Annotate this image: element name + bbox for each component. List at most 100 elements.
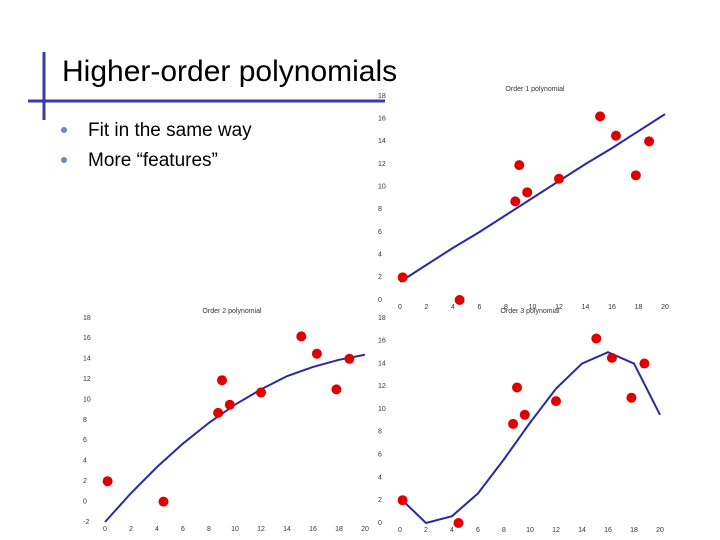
x-tick-label: 14 [582,304,590,311]
y-tick-label: -2 [83,519,89,526]
x-tick-label: 0 [398,304,402,311]
bullet: More “features” [88,150,218,171]
y-tick-label: 12 [378,161,386,168]
x-tick-label: 0 [398,527,402,534]
x-tick-label: 2 [129,526,133,533]
x-tick-label: 2 [424,527,428,534]
data-point [397,495,408,506]
y-tick-label: 2 [378,497,382,504]
data-point [610,130,621,141]
x-tick-label: 14 [578,527,586,534]
x-tick-label: 18 [335,526,343,533]
y-tick-label: 14 [378,138,386,145]
fit-curve [399,113,666,283]
data-point [519,409,530,420]
x-tick-label: 20 [656,527,664,534]
y-tick-label: 16 [378,116,386,123]
x-tick-label: 8 [502,527,506,534]
y-tick-label: 0 [83,498,87,505]
x-tick-label: 20 [661,304,669,311]
data-point [644,136,655,147]
y-tick-label: 2 [378,274,382,281]
y-tick-label: 8 [378,429,382,436]
data-point [522,187,533,198]
data-point [454,295,465,305]
slide-title: Higher-order polynomials [62,55,397,88]
data-point [551,396,561,407]
x-tick-label: 4 [155,526,159,533]
x-tick-label: 12 [257,526,265,533]
y-tick-label: 16 [378,338,386,345]
chart-title: Order 2 polynomial [202,308,262,315]
y-tick-label: 12 [83,376,91,383]
chart-title: Order 3 polynomial [500,308,560,315]
y-tick-label: 8 [378,206,382,213]
x-tick-label: 16 [608,304,616,311]
x-tick-label: 8 [207,526,211,533]
y-tick-label: 14 [378,360,386,367]
data-point [344,353,355,364]
bullet-dot [61,157,67,163]
data-point [217,375,227,386]
y-tick-label: 18 [83,315,91,322]
x-tick-label: 20 [361,526,369,533]
data-point [595,111,606,122]
data-point [626,392,637,403]
fit-curve [104,353,366,523]
y-tick-label: 8 [83,417,87,424]
x-tick-label: 14 [283,526,291,533]
x-tick-label: 8 [504,304,508,311]
data-point [591,333,602,344]
x-tick-label: 18 [630,527,638,534]
x-tick-label: 10 [231,526,239,533]
data-point [256,387,266,398]
x-tick-label: 16 [604,527,612,534]
y-tick-label: 10 [83,396,91,403]
x-tick-label: 6 [476,527,480,534]
data-point [514,160,525,171]
y-tick-label: 16 [83,335,91,342]
x-tick-label: 0 [103,526,107,533]
data-point [554,173,564,184]
y-tick-label: 6 [378,452,382,459]
data-point [331,384,342,395]
data-point [630,170,641,181]
data-point [397,272,408,283]
y-tick-label: 6 [378,229,382,236]
y-tick-label: 4 [83,458,87,465]
x-tick-label: 2 [425,304,429,311]
bullet: Fit in the same way [88,120,252,141]
data-point [224,399,235,410]
y-tick-label: 0 [378,520,382,527]
data-point [639,358,650,369]
bullet-dot [61,127,67,133]
x-tick-label: 18 [635,304,643,311]
x-tick-label: 10 [526,527,534,534]
x-tick-label: 4 [451,304,455,311]
y-tick-label: 18 [378,93,386,100]
chart-title: Order 1 polynomial [505,86,565,93]
data-point [453,518,464,528]
data-point [512,382,522,393]
data-point [510,196,521,207]
y-tick-label: 18 [378,315,386,322]
y-tick-label: 4 [378,474,382,481]
fit-curve [399,351,661,525]
y-tick-label: 2 [83,478,87,485]
x-tick-label: 6 [181,526,185,533]
y-tick-label: 14 [83,356,91,363]
y-tick-label: 0 [378,297,382,304]
data-point [102,476,113,487]
x-tick-label: 4 [450,527,454,534]
data-point [213,407,224,418]
y-tick-label: 4 [378,252,382,259]
data-point [606,352,617,363]
x-tick-label: 12 [552,527,560,534]
data-point [311,348,322,359]
y-tick-label: 10 [378,406,386,413]
data-point [296,331,307,342]
x-tick-label: 16 [309,526,317,533]
x-tick-label: 12 [555,304,563,311]
data-point [508,418,519,429]
